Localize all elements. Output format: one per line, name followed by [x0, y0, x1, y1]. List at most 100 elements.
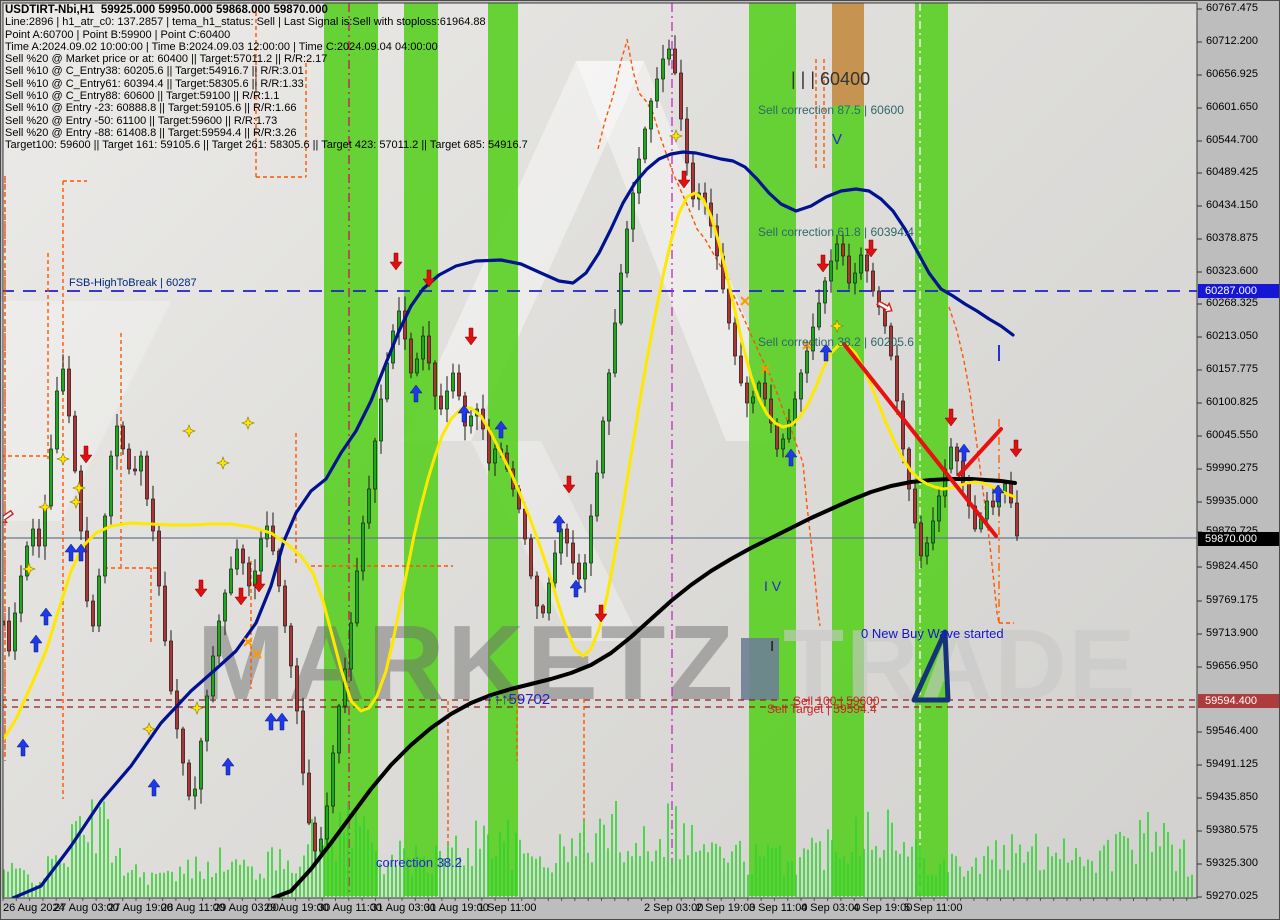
candle-body — [685, 118, 689, 164]
trendline-red[interactable] — [842, 342, 998, 538]
price-axis-label: 60767.475 — [1206, 2, 1258, 14]
buy-arrow-icon — [74, 543, 88, 562]
candle-body — [229, 568, 233, 594]
sell-target-label: Sell Target | 59594.4 — [767, 702, 877, 716]
candle-body — [415, 358, 419, 374]
time-axis-label: 5 Sep 11:00 — [904, 902, 963, 914]
time-axis-label: 2 Sep 19:00 — [696, 902, 756, 914]
candle-body — [619, 272, 623, 324]
time-axis-label: 3 Sep 11:00 — [749, 902, 808, 914]
candle-body — [649, 100, 653, 130]
candle-body — [973, 505, 977, 530]
watermark-divider-block — [741, 638, 779, 700]
candle-body — [355, 570, 359, 624]
x-marker-icon — [740, 296, 750, 306]
candle-body — [931, 520, 935, 544]
correction-38-label: correction 38.2 — [376, 855, 462, 870]
candle-body — [55, 390, 59, 450]
star-marker-icon — [190, 701, 204, 715]
info-line: Target100: 59600 || Target 161: 59105.6 … — [5, 139, 528, 152]
buy-arrow-icon — [494, 420, 508, 439]
candle-body — [103, 515, 107, 577]
candle-body — [421, 335, 425, 360]
x-marker-icon — [760, 364, 770, 374]
time-axis-label: 27 Aug 03:00 — [54, 902, 119, 914]
candle-body — [775, 422, 779, 450]
candle-body — [283, 585, 287, 627]
candle-body — [247, 562, 251, 587]
time-axis-label: 26 Aug 2024 — [3, 902, 65, 914]
trendline-red[interactable] — [957, 427, 1003, 477]
candle-body — [655, 78, 659, 102]
candle-body — [565, 528, 569, 544]
candle-body — [223, 592, 227, 622]
candle-body — [841, 243, 845, 257]
roman-iii-60400-label: | | | 60400 — [791, 69, 871, 89]
candle-body — [337, 705, 341, 754]
candle-body — [835, 243, 839, 262]
plot-border — [2, 2, 1198, 899]
fsb-high-to-break-label: FSB-HighToBreak | 60287 — [69, 277, 197, 289]
price-axis-label: 59990.275 — [1206, 462, 1258, 474]
candle-body — [319, 838, 323, 852]
candle-body — [679, 72, 683, 120]
candle-body — [109, 455, 113, 517]
candle-body — [433, 362, 437, 397]
candle-body — [289, 625, 293, 667]
buy-arrow-icon — [147, 778, 161, 797]
hollow-arrow-icon — [876, 300, 893, 314]
candle-body — [607, 372, 611, 422]
roman-i-label: I — [770, 638, 775, 655]
candle-body — [133, 468, 137, 472]
star-marker-icon — [69, 495, 83, 509]
roman-v-label: V — [832, 131, 843, 148]
candle-body — [13, 612, 17, 652]
candle-body — [217, 620, 221, 657]
buy-arrow-icon — [275, 712, 289, 731]
candle-body — [865, 254, 869, 272]
price-axis-label: 59769.175 — [1206, 594, 1258, 606]
candle-body — [379, 398, 383, 442]
star-marker-icon — [216, 456, 230, 470]
candle-body — [793, 398, 797, 422]
buy-arrow-icon — [569, 579, 583, 598]
candle-body — [199, 740, 203, 790]
candle-body — [193, 788, 197, 797]
buy-arrow-icon — [409, 384, 423, 403]
candle-body — [847, 255, 851, 284]
buy-arrow-icon — [39, 607, 53, 626]
triangle-object[interactable] — [911, 629, 951, 703]
info-line: Sell %10 @ C_Entry61: 60394.4 || Target:… — [5, 77, 304, 90]
price-axis-label: 59824.450 — [1206, 560, 1258, 572]
watermark-right-text: TRADE — [783, 609, 1137, 721]
sell-correction-61-label: Sell correction 61.8 | 60394.4 — [758, 225, 914, 239]
time-axis-label: 31 Aug 03:00 — [371, 902, 436, 914]
candle-body — [547, 582, 551, 614]
time-axis-label: 27 Aug 19:00 — [108, 902, 173, 914]
buy-arrow-icon — [819, 343, 833, 362]
new-buy-wave-label: 0 New Buy Wave started — [861, 626, 1004, 641]
candle-body — [1015, 502, 1019, 537]
candle-body — [139, 455, 143, 472]
info-line: Point A:60700 | Point B:59900 | Point C:… — [5, 28, 231, 41]
sell-arrow-icon — [464, 327, 478, 346]
candle-body — [535, 575, 539, 607]
price-axis-label: 59491.125 — [1206, 758, 1258, 770]
buy-arrow-icon — [552, 514, 566, 533]
candle-body — [631, 192, 635, 230]
candle-body — [559, 528, 563, 554]
candle-body — [409, 338, 413, 374]
candle-body — [19, 575, 23, 614]
session-band-orange-cap — [832, 3, 864, 106]
candle-body — [301, 710, 305, 774]
candle-body — [373, 440, 377, 490]
candle-body — [3, 620, 5, 626]
time-axis-label: 28 Aug 11:00 — [161, 902, 226, 914]
candle-body — [595, 472, 599, 517]
price-axis-label: 59713.900 — [1206, 627, 1258, 639]
candle-body — [121, 425, 125, 450]
candle-body — [745, 382, 749, 404]
info-line: Sell %20 @ Entry -88: 61408.8 || Target:… — [5, 126, 297, 139]
x-marker-icon — [243, 637, 253, 647]
